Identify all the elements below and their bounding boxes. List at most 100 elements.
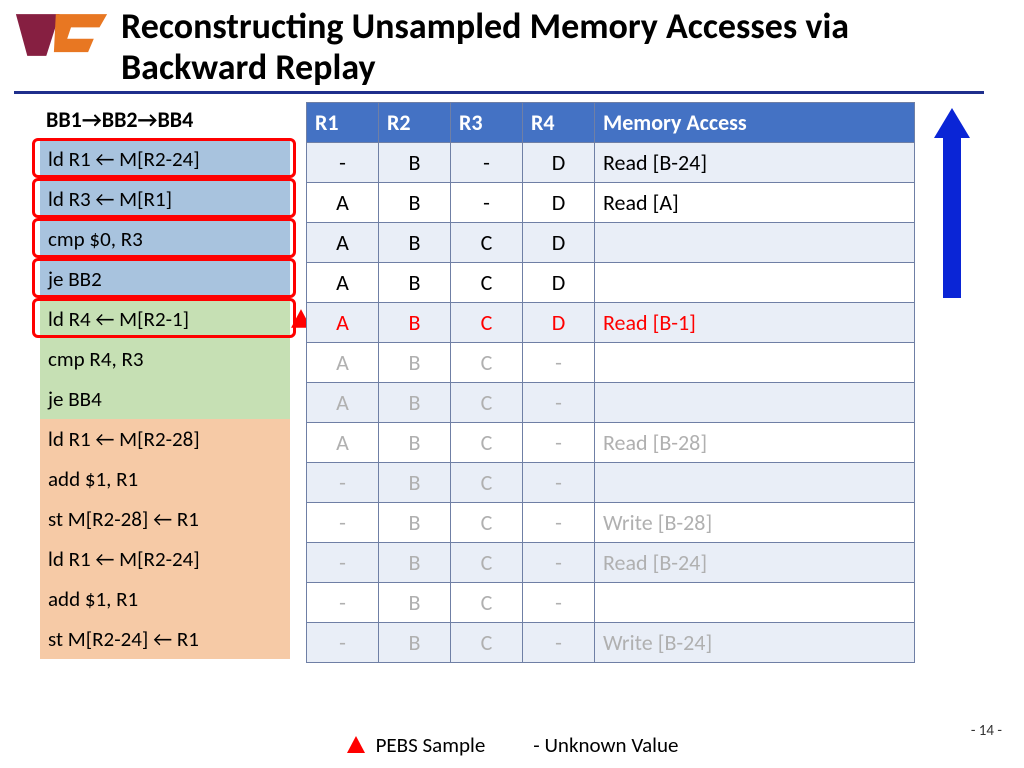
reg-cell: - <box>451 142 523 182</box>
table-row: ABC- <box>307 382 915 422</box>
table-row: ABC- <box>307 342 915 382</box>
reg-cell: - <box>307 142 379 182</box>
highlight-box <box>32 298 296 338</box>
reg-cell: D <box>523 262 595 302</box>
mem-cell: Read [B-1] <box>595 302 915 342</box>
reg-cell: B <box>379 622 451 662</box>
table-row: -BC- <box>307 582 915 622</box>
reg-cell: - <box>307 622 379 662</box>
reg-cell: D <box>523 142 595 182</box>
highlight-box <box>32 218 296 258</box>
reg-cell: A <box>307 382 379 422</box>
instruction-row: add $1, R1 <box>40 459 290 499</box>
instruction-column: BB1→BB2→BB4 ld R1 ← M[R2-24]ld R3 ← M[R1… <box>40 102 290 663</box>
reg-cell: C <box>451 222 523 262</box>
register-table-wrap: R1R2R3R4Memory Access -B-DRead [B-24]AB-… <box>306 102 984 663</box>
reg-cell: A <box>307 222 379 262</box>
instruction-row: add $1, R1 <box>40 579 290 619</box>
mem-cell <box>595 222 915 262</box>
mem-cell <box>595 342 915 382</box>
reg-cell: - <box>307 502 379 542</box>
reg-cell: A <box>307 422 379 462</box>
reg-cell: - <box>523 342 595 382</box>
mem-cell: Read [B-28] <box>595 422 915 462</box>
column-header: R4 <box>523 102 595 142</box>
instruction-row: st M[R2-28] ← R1 <box>40 499 290 539</box>
reg-cell: - <box>523 502 595 542</box>
mem-cell <box>595 262 915 302</box>
column-header: R1 <box>307 102 379 142</box>
up-arrow-icon <box>934 108 970 298</box>
highlight-box <box>32 178 296 218</box>
mem-cell: Write [B-24] <box>595 622 915 662</box>
reg-cell: B <box>379 302 451 342</box>
mem-cell <box>595 382 915 422</box>
reg-cell: C <box>451 302 523 342</box>
reg-cell: - <box>307 542 379 582</box>
instruction-rows: ld R1 ← M[R2-24]ld R3 ← M[R1]cmp $0, R3j… <box>40 139 290 659</box>
mem-cell: Write [B-28] <box>595 502 915 542</box>
instruction-row: cmp R4, R3 <box>40 339 290 379</box>
legend: PEBS Sample - Unknown Value <box>0 732 1024 758</box>
table-row: ABCD <box>307 222 915 262</box>
table-row: ABCD <box>307 262 915 302</box>
table-row: -BC-Write [B-24] <box>307 622 915 662</box>
table-row: ABCDRead [B-1] <box>307 302 915 342</box>
pebs-triangle-icon <box>346 735 366 755</box>
reg-cell: B <box>379 342 451 382</box>
legend-unknown: - Unknown Value <box>533 732 678 758</box>
reg-cell: B <box>379 142 451 182</box>
reg-cell: - <box>307 582 379 622</box>
reg-cell: B <box>379 222 451 262</box>
reg-cell: A <box>307 342 379 382</box>
instruction-row: st M[R2-24] ← R1 <box>40 619 290 659</box>
instruction-row: ld R1 ← M[R2-24] <box>40 539 290 579</box>
vt-logo <box>14 6 109 64</box>
reg-cell: B <box>379 582 451 622</box>
reg-cell: C <box>451 342 523 382</box>
reg-cell: C <box>451 622 523 662</box>
reg-cell: - <box>307 462 379 502</box>
mem-cell <box>595 462 915 502</box>
reg-cell: - <box>523 462 595 502</box>
reg-cell: C <box>451 462 523 502</box>
reg-cell: B <box>379 382 451 422</box>
reg-cell: - <box>523 422 595 462</box>
reg-cell: A <box>307 262 379 302</box>
legend-pebs: PEBS Sample <box>376 732 486 758</box>
mem-cell: Read [A] <box>595 182 915 222</box>
table-row: AB-DRead [A] <box>307 182 915 222</box>
highlight-box <box>32 138 296 178</box>
reg-cell: B <box>379 462 451 502</box>
column-header: R3 <box>451 102 523 142</box>
reg-cell: B <box>379 422 451 462</box>
reg-cell: D <box>523 302 595 342</box>
reg-cell: - <box>523 622 595 662</box>
reg-cell: D <box>523 222 595 262</box>
table-row: ABC-Read [B-28] <box>307 422 915 462</box>
reg-cell: - <box>523 382 595 422</box>
reg-cell: B <box>379 182 451 222</box>
table-row: -BC-Read [B-24] <box>307 542 915 582</box>
reg-cell: C <box>451 502 523 542</box>
mem-cell: Read [B-24] <box>595 142 915 182</box>
reg-cell: - <box>451 182 523 222</box>
reg-cell: A <box>307 182 379 222</box>
table-row: -B-DRead [B-24] <box>307 142 915 182</box>
column-header: R2 <box>379 102 451 142</box>
reg-cell: - <box>523 542 595 582</box>
reg-cell: C <box>451 382 523 422</box>
page-number: - 14 - <box>971 722 1002 740</box>
register-table: R1R2R3R4Memory Access -B-DRead [B-24]AB-… <box>306 102 915 663</box>
table-row: -BC-Write [B-28] <box>307 502 915 542</box>
reg-cell: D <box>523 182 595 222</box>
reg-cell: C <box>451 262 523 302</box>
trace-header: BB1→BB2→BB4 <box>40 102 290 139</box>
header: Reconstructing Unsampled Memory Accesses… <box>0 0 1024 89</box>
mem-cell: Read [B-24] <box>595 542 915 582</box>
mem-cell <box>595 582 915 622</box>
reg-cell: - <box>523 582 595 622</box>
table-row: -BC- <box>307 462 915 502</box>
reg-cell: C <box>451 582 523 622</box>
reg-cell: B <box>379 542 451 582</box>
